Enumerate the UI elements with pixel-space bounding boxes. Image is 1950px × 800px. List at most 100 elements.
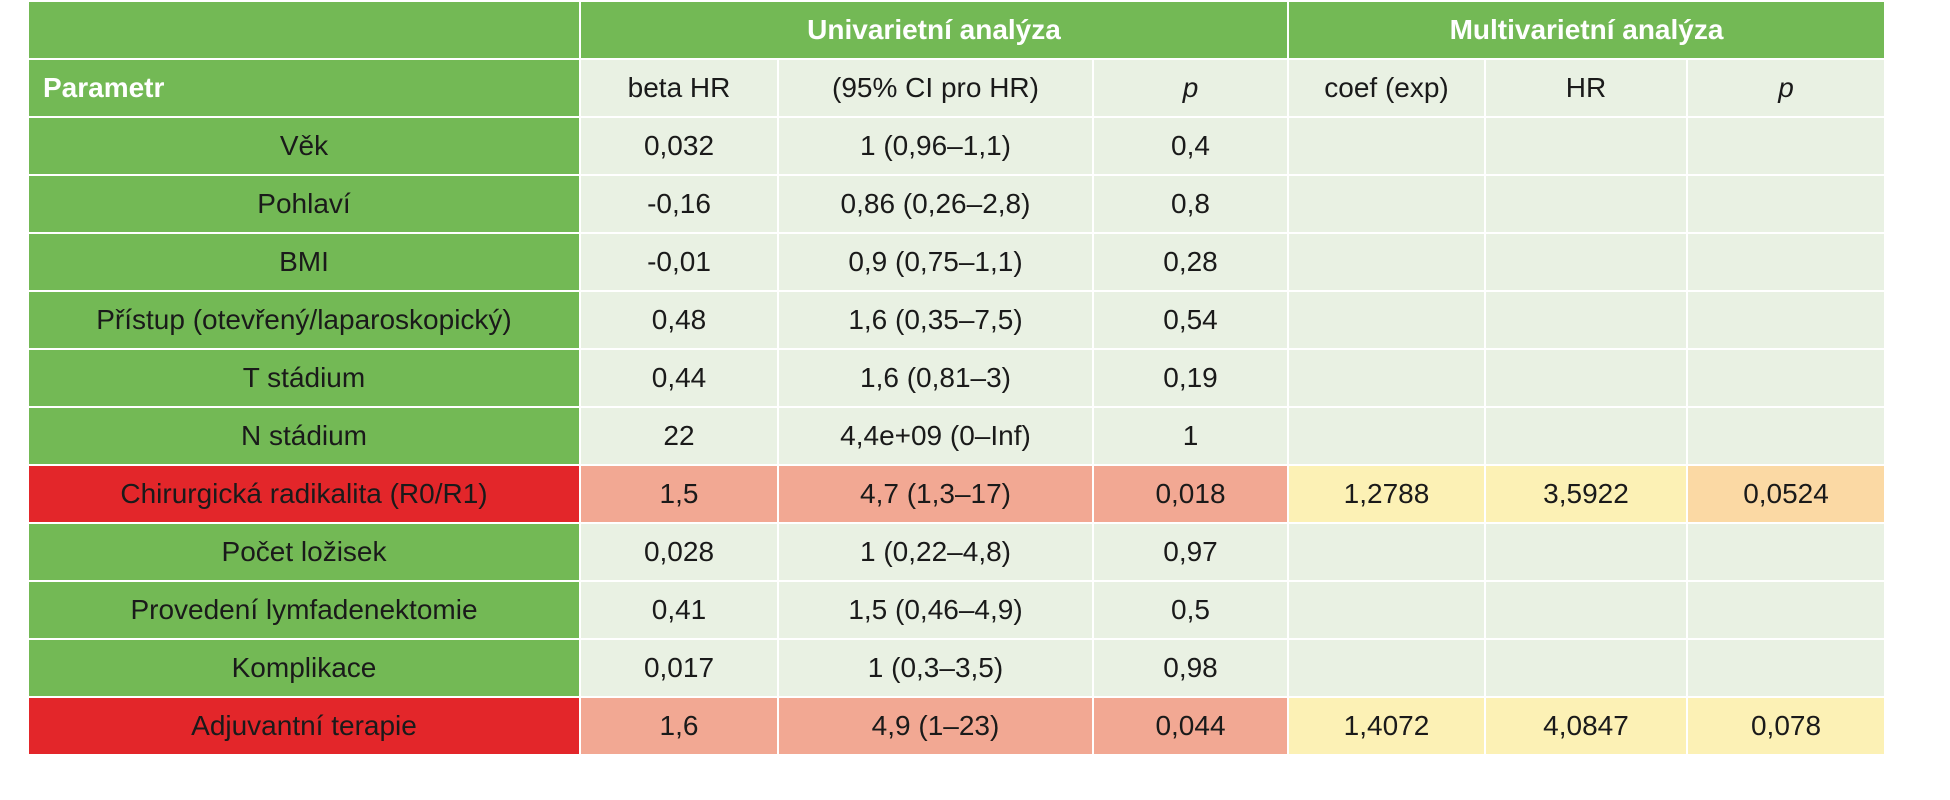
ci-cell: 0,9 (0,75–1,1) bbox=[777, 232, 1094, 292]
table-row-significant: Adjuvantní terapie 1,6 4,9 (1–23) 0,044 … bbox=[27, 696, 1887, 756]
coef-cell bbox=[1287, 232, 1486, 292]
ci-cell: 1,6 (0,81–3) bbox=[777, 348, 1094, 408]
p-univariate-cell: 0,98 bbox=[1092, 638, 1289, 698]
coef-cell bbox=[1287, 348, 1486, 408]
ci-column-header: (95% CI pro HR) bbox=[777, 58, 1094, 118]
p-univariate-cell: 0,018 bbox=[1092, 464, 1289, 524]
coef-cell bbox=[1287, 116, 1486, 176]
parameter-cell: Provedení lymfadenektomie bbox=[27, 580, 581, 640]
ci-cell: 4,9 (1–23) bbox=[777, 696, 1094, 756]
multivariate-group-header: Multivarietní analýza bbox=[1286, 0, 1887, 60]
p-multivariate-cell bbox=[1685, 232, 1887, 292]
parameter-cell: BMI bbox=[27, 232, 581, 292]
hr-cell bbox=[1484, 174, 1688, 234]
beta-hr-cell: 0,028 bbox=[579, 522, 779, 582]
p-multivariate-cell bbox=[1685, 174, 1887, 234]
beta-hr-cell: 1,5 bbox=[579, 464, 779, 524]
hr-cell bbox=[1484, 638, 1688, 698]
parameter-cell: Adjuvantní terapie bbox=[27, 696, 581, 756]
p-univariate-cell: 0,4 bbox=[1092, 116, 1289, 176]
hr-cell bbox=[1484, 290, 1688, 350]
p-multivariate-cell bbox=[1685, 406, 1887, 466]
ci-cell: 4,4e+09 (0–Inf) bbox=[777, 406, 1094, 466]
coef-cell: 1,2788 bbox=[1287, 464, 1486, 524]
p-multivariate-cell: 0,0524 bbox=[1685, 464, 1887, 524]
parameter-cell: Chirurgická radikalita (R0/R1) bbox=[27, 464, 581, 524]
hr-column-header: HR bbox=[1484, 58, 1688, 118]
coef-cell bbox=[1287, 290, 1486, 350]
p-univariate-cell: 0,19 bbox=[1092, 348, 1289, 408]
p-univariate-cell: 0,044 bbox=[1092, 696, 1289, 756]
table-row: Věk 0,032 1 (0,96–1,1) 0,4 bbox=[27, 116, 1887, 176]
p-multivariate-cell: 0,078 bbox=[1685, 696, 1887, 756]
table-row: T stádium 0,44 1,6 (0,81–3) 0,19 bbox=[27, 348, 1887, 408]
parameter-column-header: Parametr bbox=[27, 58, 581, 118]
hr-cell bbox=[1484, 580, 1688, 640]
coef-cell bbox=[1287, 580, 1486, 640]
coef-cell bbox=[1287, 406, 1486, 466]
beta-hr-cell: 22 bbox=[579, 406, 779, 466]
ci-cell: 4,7 (1,3–17) bbox=[777, 464, 1094, 524]
coef-cell bbox=[1287, 638, 1486, 698]
hr-cell bbox=[1484, 232, 1688, 292]
column-header-row: Parametr beta HR (95% CI pro HR) p coef … bbox=[27, 58, 1887, 118]
ci-cell: 1 (0,3–3,5) bbox=[777, 638, 1094, 698]
p-univariate-column-header: p bbox=[1092, 58, 1289, 118]
beta-hr-cell: 0,41 bbox=[579, 580, 779, 640]
p-univariate-cell: 1 bbox=[1092, 406, 1289, 466]
ci-cell: 1,6 (0,35–7,5) bbox=[777, 290, 1094, 350]
coef-cell: 1,4072 bbox=[1287, 696, 1486, 756]
parameter-cell: Přístup (otevřený/laparoskopický) bbox=[27, 290, 581, 350]
parameter-cell: Věk bbox=[27, 116, 581, 176]
table-row: Počet ložisek 0,028 1 (0,22–4,8) 0,97 bbox=[27, 522, 1887, 582]
parameter-cell: Počet ložisek bbox=[27, 522, 581, 582]
coef-cell bbox=[1287, 174, 1486, 234]
beta-hr-cell: 0,44 bbox=[579, 348, 779, 408]
parameter-cell: T stádium bbox=[27, 348, 581, 408]
table-row: Přístup (otevřený/laparoskopický) 0,48 1… bbox=[27, 290, 1887, 350]
p-multivariate-cell bbox=[1685, 580, 1887, 640]
ci-cell: 1,5 (0,46–4,9) bbox=[777, 580, 1094, 640]
beta-hr-cell: -0,01 bbox=[579, 232, 779, 292]
table-row: Pohlaví -0,16 0,86 (0,26–2,8) 0,8 bbox=[27, 174, 1887, 234]
coef-column-header: coef (exp) bbox=[1287, 58, 1486, 118]
parameter-cell: Pohlaví bbox=[27, 174, 581, 234]
coef-cell bbox=[1287, 522, 1486, 582]
table-row: BMI -0,01 0,9 (0,75–1,1) 0,28 bbox=[27, 232, 1887, 292]
ci-cell: 1 (0,22–4,8) bbox=[777, 522, 1094, 582]
p-univariate-cell: 0,5 bbox=[1092, 580, 1289, 640]
hr-cell: 4,0847 bbox=[1484, 696, 1688, 756]
p-multivariate-cell bbox=[1685, 290, 1887, 350]
table-row: Provedení lymfadenektomie 0,41 1,5 (0,46… bbox=[27, 580, 1887, 640]
p-univariate-cell: 0,8 bbox=[1092, 174, 1289, 234]
univariate-group-header: Univarietní analýza bbox=[579, 0, 1289, 60]
table-row: N stádium 22 4,4e+09 (0–Inf) 1 bbox=[27, 406, 1887, 466]
hr-cell bbox=[1484, 406, 1688, 466]
beta-hr-cell: 0,017 bbox=[579, 638, 779, 698]
p-univariate-cell: 0,54 bbox=[1092, 290, 1289, 350]
p-multivariate-cell bbox=[1685, 522, 1887, 582]
table-row: Komplikace 0,017 1 (0,3–3,5) 0,98 bbox=[27, 638, 1887, 698]
p-multivariate-cell bbox=[1685, 638, 1887, 698]
beta-hr-cell: -0,16 bbox=[579, 174, 779, 234]
beta-hr-cell: 1,6 bbox=[579, 696, 779, 756]
results-table: Univarietní analýza Multivarietní analýz… bbox=[27, 0, 1887, 756]
parameter-cell: N stádium bbox=[27, 406, 581, 466]
hr-cell bbox=[1484, 116, 1688, 176]
hr-cell bbox=[1484, 522, 1688, 582]
p-multivariate-column-header: p bbox=[1685, 58, 1887, 118]
parameter-cell: Komplikace bbox=[27, 638, 581, 698]
hr-cell bbox=[1484, 348, 1688, 408]
p-multivariate-cell bbox=[1685, 348, 1887, 408]
p-univariate-cell: 0,28 bbox=[1092, 232, 1289, 292]
group-header-row: Univarietní analýza Multivarietní analýz… bbox=[27, 0, 1887, 60]
beta-hr-cell: 0,032 bbox=[579, 116, 779, 176]
p-multivariate-cell bbox=[1685, 116, 1887, 176]
table-row-significant: Chirurgická radikalita (R0/R1) 1,5 4,7 (… bbox=[27, 464, 1887, 524]
ci-cell: 0,86 (0,26–2,8) bbox=[777, 174, 1094, 234]
beta-hr-cell: 0,48 bbox=[579, 290, 779, 350]
ci-cell: 1 (0,96–1,1) bbox=[777, 116, 1094, 176]
beta-hr-column-header: beta HR bbox=[579, 58, 779, 118]
p-univariate-cell: 0,97 bbox=[1092, 522, 1289, 582]
hr-cell: 3,5922 bbox=[1484, 464, 1688, 524]
